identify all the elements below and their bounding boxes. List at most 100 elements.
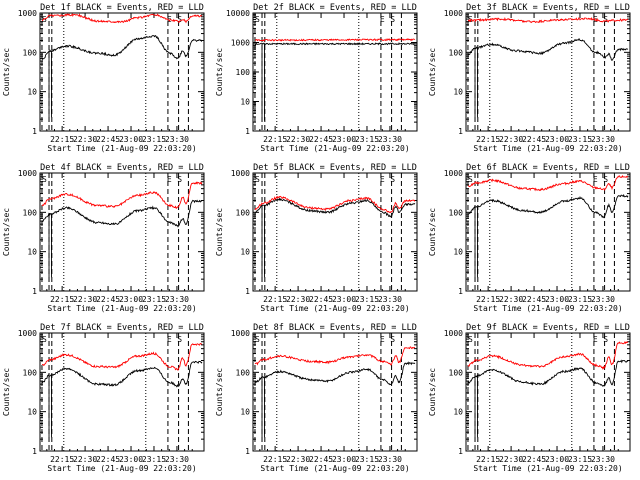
marker-s-label: S bbox=[390, 335, 395, 344]
y-tick-label: 10000 bbox=[226, 9, 250, 18]
lld-series-line bbox=[255, 38, 416, 42]
marker-e-label: E bbox=[593, 15, 598, 24]
y-axis-label: Counts/sec bbox=[428, 208, 437, 256]
x-tick-label: 23:30 bbox=[165, 295, 189, 304]
x-tick-label: 23:15 bbox=[142, 295, 166, 304]
x-tick-label: 23:00 bbox=[332, 295, 356, 304]
x-tick-label: 23:00 bbox=[332, 135, 356, 144]
x-axis-label: Start Time (21-Aug-09 22:03:20) bbox=[260, 144, 409, 153]
lld-series-line bbox=[467, 174, 629, 192]
y-tick-label: 10 bbox=[453, 408, 463, 417]
x-tick-label: 22:15 bbox=[263, 455, 287, 464]
y-tick-label: 1 bbox=[458, 447, 463, 456]
chart-title: Det 7f BLACK = Events, RED = LLD bbox=[40, 323, 204, 333]
chart-panel-4: Det 4f BLACK = Events, RED = LLD Counts/s… bbox=[2, 163, 205, 313]
x-axis-label: Start Time (21-Aug-09 22:03:20) bbox=[47, 144, 196, 153]
chart-title: Det 8f BLACK = Events, RED = LLD bbox=[253, 323, 417, 333]
x-tick-label: 22:30 bbox=[499, 135, 523, 144]
x-axis-label: Start Time (21-Aug-09 22:03:20) bbox=[260, 464, 409, 473]
events-series-line bbox=[254, 361, 416, 386]
y-tick-label: 1 bbox=[245, 447, 250, 456]
x-tick-label: 22:15 bbox=[476, 455, 500, 464]
x-tick-label: 22:45 bbox=[522, 455, 546, 464]
chart-title: Det 9f BLACK = Events, RED = LLD bbox=[466, 323, 630, 333]
chart-panel-6: Det 6f BLACK = Events, RED = LLD Counts/s… bbox=[428, 163, 631, 313]
y-tick-label: 1000 bbox=[231, 329, 250, 338]
y-tick-label: 10 bbox=[27, 88, 37, 97]
y-tick-label: 100 bbox=[23, 208, 38, 217]
y-tick-label: 1000 bbox=[18, 329, 37, 338]
x-tick-label: 22:45 bbox=[96, 455, 120, 464]
marker-s-label: S bbox=[390, 175, 395, 184]
plot-frame bbox=[39, 332, 205, 452]
y-tick-label: 1 bbox=[32, 287, 37, 296]
x-axis-label: Start Time (21-Aug-09 22:03:20) bbox=[473, 304, 622, 313]
x-tick-label: 22:45 bbox=[309, 135, 333, 144]
x-tick-label: 22:15 bbox=[50, 135, 74, 144]
y-tick-label: 1000 bbox=[18, 9, 37, 18]
y-tick-label: 10 bbox=[240, 98, 250, 107]
y-tick-label: 1 bbox=[245, 127, 250, 136]
x-tick-label: 22:45 bbox=[309, 455, 333, 464]
x-tick-label: 23:00 bbox=[119, 135, 143, 144]
x-tick-label: 23:15 bbox=[142, 135, 166, 144]
marker-s-label: S bbox=[390, 15, 395, 24]
x-tick-label: 23:30 bbox=[165, 455, 189, 464]
chart-panel-8: Det 8f BLACK = Events, RED = LLD Counts/s… bbox=[215, 323, 418, 473]
x-tick-label: 22:30 bbox=[286, 295, 310, 304]
plot-frame bbox=[465, 12, 631, 132]
y-tick-label: 1 bbox=[458, 287, 463, 296]
x-tick-label: 23:15 bbox=[355, 135, 379, 144]
y-tick-label: 1000 bbox=[231, 39, 250, 48]
x-tick-label: 23:30 bbox=[378, 455, 402, 464]
y-tick-label: 10 bbox=[240, 248, 250, 257]
y-tick-label: 100 bbox=[449, 368, 464, 377]
lld-series-line bbox=[467, 340, 629, 370]
x-tick-label: 23:00 bbox=[545, 135, 569, 144]
marker-e-label: E bbox=[593, 335, 598, 344]
x-tick-label: 23:30 bbox=[378, 295, 402, 304]
x-tick-label: 22:30 bbox=[73, 455, 97, 464]
y-axis-label: Counts/sec bbox=[2, 48, 11, 96]
x-tick-label: 23:15 bbox=[568, 295, 592, 304]
marker-s-label: S bbox=[603, 335, 608, 344]
y-tick-label: 1 bbox=[458, 127, 463, 136]
plot-frame bbox=[252, 12, 418, 132]
y-tick-label: 10 bbox=[453, 88, 463, 97]
marker-e-label: E bbox=[380, 15, 385, 24]
x-axis-label: Start Time (21-Aug-09 22:03:20) bbox=[47, 304, 196, 313]
lld-series-line bbox=[467, 16, 629, 24]
x-tick-label: 22:30 bbox=[73, 295, 97, 304]
events-series-line bbox=[254, 197, 416, 218]
marker-s-label: S bbox=[177, 335, 182, 344]
x-tick-label: 22:45 bbox=[309, 295, 333, 304]
y-tick-label: 100 bbox=[449, 48, 464, 57]
x-tick-label: 22:45 bbox=[96, 295, 120, 304]
y-axis-label: Counts/sec bbox=[215, 368, 224, 416]
y-tick-label: 1 bbox=[32, 127, 37, 136]
x-axis-label: Start Time (21-Aug-09 22:03:20) bbox=[47, 464, 196, 473]
marker-s-left-label: S bbox=[468, 175, 473, 184]
x-tick-label: 23:00 bbox=[332, 455, 356, 464]
x-tick-label: 22:30 bbox=[286, 455, 310, 464]
marker-s-left-label: S bbox=[255, 15, 260, 24]
y-axis-label: Counts/sec bbox=[2, 208, 11, 256]
y-tick-label: 1000 bbox=[18, 169, 37, 178]
x-tick-label: 22:45 bbox=[96, 135, 120, 144]
marker-s-left-label: S bbox=[255, 335, 260, 344]
x-tick-label: 22:15 bbox=[476, 295, 500, 304]
events-series-line bbox=[41, 360, 203, 388]
y-tick-label: 1000 bbox=[444, 329, 463, 338]
y-axis-label: Counts/sec bbox=[428, 368, 437, 416]
plot-frame bbox=[39, 12, 205, 132]
x-tick-label: 22:15 bbox=[263, 135, 287, 144]
marker-e-label: E bbox=[167, 15, 172, 24]
y-tick-label: 1 bbox=[32, 447, 37, 456]
x-tick-label: 23:30 bbox=[591, 295, 615, 304]
y-tick-label: 100 bbox=[23, 48, 38, 57]
x-tick-label: 23:15 bbox=[142, 455, 166, 464]
x-tick-label: 22:15 bbox=[50, 455, 74, 464]
y-tick-label: 1000 bbox=[231, 169, 250, 178]
marker-e-label: E bbox=[593, 175, 598, 184]
